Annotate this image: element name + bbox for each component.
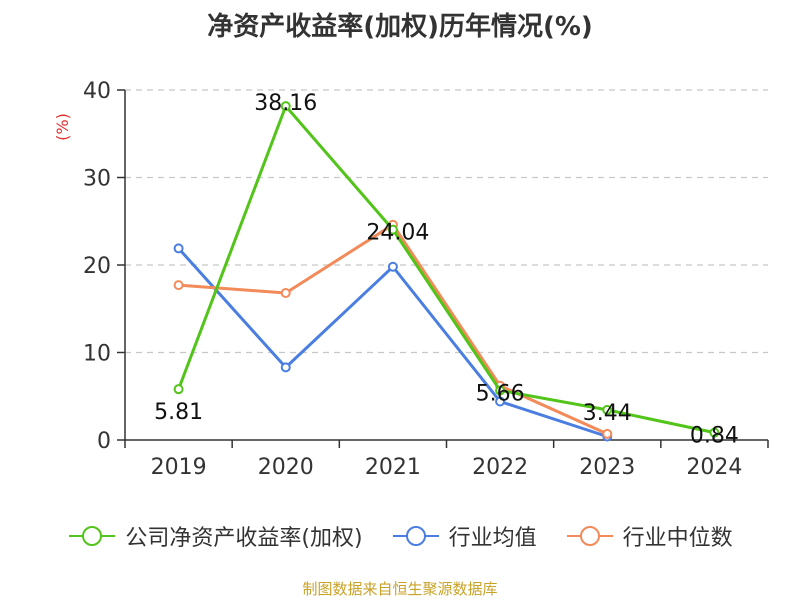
- legend-label: 公司净资产收益率(加权): [125, 526, 363, 551]
- data-point: [173, 384, 184, 395]
- chart-title: 净资产收益率(加权)历年情况(%): [207, 12, 593, 42]
- data-point: [280, 362, 291, 373]
- x-tick-label: 2019: [151, 455, 207, 480]
- y-tick-label: 20: [83, 254, 111, 279]
- data-label: 5.66: [476, 381, 525, 406]
- data-point: [495, 396, 506, 407]
- data-point: [387, 261, 398, 272]
- data-label: 24.04: [366, 221, 429, 246]
- data-point: [173, 243, 184, 254]
- series-line: [177, 104, 715, 435]
- legend-line-circle-icon: [566, 526, 613, 546]
- legend-label: 行业中位数: [622, 526, 733, 551]
- y-tick-label: 10: [83, 342, 111, 367]
- data-point: [173, 280, 184, 291]
- x-tick-label: 2024: [686, 455, 742, 480]
- legend-item-industry-mean[interactable]: 行业均值: [391, 520, 537, 552]
- legend-item-industry-median[interactable]: 行业中位数: [565, 520, 733, 552]
- data-point: [495, 385, 506, 396]
- data-point: [387, 224, 398, 235]
- series-line: [178, 223, 608, 436]
- legend: 公司净资产收益率(加权) 行业均值 行业中位数: [0, 520, 800, 552]
- legend-line-circle-icon: [392, 526, 439, 546]
- legend-line-circle-icon: [69, 526, 116, 546]
- legend-label: 行业均值: [448, 526, 537, 551]
- x-tick-label: 2021: [365, 455, 421, 480]
- data-point: [280, 101, 291, 112]
- data-point: [709, 427, 720, 438]
- data-label: 5.81: [154, 400, 203, 425]
- source-note: 制图数据来自恒生聚源数据库: [302, 580, 498, 598]
- data-label: 0.84: [690, 424, 739, 449]
- legend-item-company-roe[interactable]: 公司净资产收益率(加权): [67, 520, 363, 552]
- y-axis-label: (%): [53, 113, 72, 141]
- data-point: [602, 404, 613, 415]
- data-point: [280, 288, 291, 298]
- series-line: [177, 247, 608, 438]
- y-tick-label: 0: [97, 429, 111, 454]
- x-tick-label: 2022: [472, 455, 528, 480]
- data-label: 38.16: [254, 91, 317, 116]
- data-label: 3.44: [583, 401, 632, 426]
- x-tick-label: 2023: [579, 455, 635, 480]
- x-tick-label: 2020: [258, 455, 314, 480]
- y-tick-label: 30: [83, 167, 111, 192]
- y-tick-label: 40: [83, 79, 111, 104]
- data-point: [602, 428, 613, 439]
